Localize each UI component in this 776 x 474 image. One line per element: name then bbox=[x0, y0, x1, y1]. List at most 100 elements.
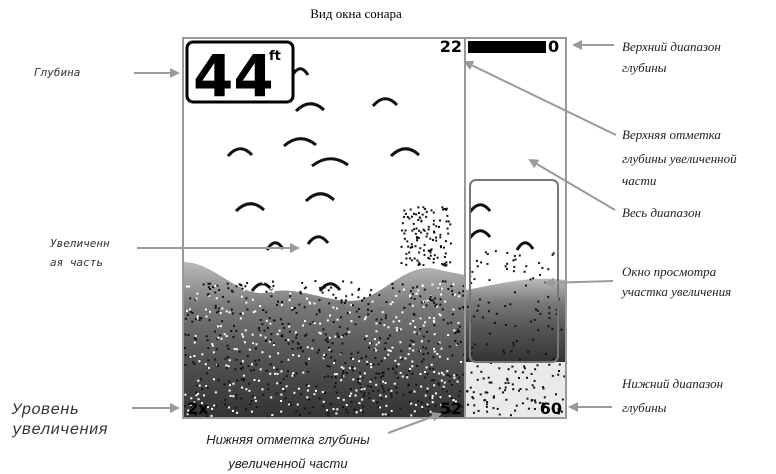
speckle bbox=[249, 403, 252, 406]
speckle bbox=[268, 317, 271, 320]
speckle bbox=[342, 280, 345, 283]
speckle bbox=[403, 209, 406, 212]
speckle bbox=[418, 251, 421, 254]
speckle bbox=[494, 250, 497, 253]
speckle bbox=[231, 409, 234, 412]
callout-line: участка увеличения bbox=[620, 284, 731, 299]
speckle bbox=[414, 232, 417, 235]
speckle bbox=[380, 360, 383, 363]
speckle bbox=[228, 384, 231, 387]
speckle bbox=[227, 355, 229, 358]
speckle bbox=[456, 330, 459, 333]
speckle bbox=[446, 227, 449, 230]
speckle bbox=[561, 410, 563, 413]
speckle bbox=[216, 337, 219, 340]
speckle bbox=[440, 379, 443, 382]
speckle bbox=[512, 270, 515, 273]
speckle bbox=[442, 388, 445, 391]
speckle bbox=[409, 295, 411, 298]
speckle bbox=[452, 283, 455, 286]
speckle bbox=[353, 408, 356, 411]
speckle bbox=[405, 257, 408, 260]
speckle bbox=[323, 376, 326, 379]
speckle bbox=[379, 376, 382, 379]
fish-arc bbox=[250, 282, 274, 292]
speckle bbox=[440, 347, 443, 350]
speckle bbox=[375, 322, 378, 325]
callout-line: части bbox=[622, 173, 657, 188]
speckle bbox=[416, 332, 419, 335]
speckle bbox=[265, 290, 268, 293]
speckle bbox=[382, 371, 385, 374]
speckle bbox=[433, 301, 435, 304]
speckle bbox=[276, 372, 279, 375]
speckle bbox=[333, 373, 336, 376]
speckle bbox=[428, 257, 431, 260]
speckle bbox=[488, 381, 491, 384]
speckle bbox=[219, 312, 222, 315]
speckle bbox=[412, 349, 415, 352]
speckle bbox=[418, 229, 421, 232]
speckle bbox=[518, 377, 520, 379]
speckle bbox=[272, 344, 275, 346]
speckle bbox=[301, 350, 304, 353]
speckle bbox=[512, 259, 515, 262]
speckle bbox=[276, 382, 279, 385]
speckle bbox=[196, 315, 199, 318]
speckle bbox=[328, 348, 331, 351]
speckle bbox=[286, 370, 289, 373]
speckle bbox=[433, 324, 436, 327]
speckle bbox=[511, 365, 514, 368]
speckle bbox=[268, 355, 271, 358]
speckle bbox=[551, 253, 554, 256]
callout-line: ая часть bbox=[50, 256, 103, 269]
speckle bbox=[230, 329, 233, 332]
speckle bbox=[300, 346, 302, 349]
speckle bbox=[378, 294, 381, 296]
speckle bbox=[358, 287, 361, 290]
speckle bbox=[234, 406, 237, 409]
speckle bbox=[350, 320, 353, 323]
speckle bbox=[298, 303, 301, 306]
callout-line: глубины bbox=[622, 60, 667, 75]
speckle bbox=[428, 298, 431, 300]
speckle bbox=[216, 363, 219, 366]
speckle bbox=[276, 304, 279, 307]
speckle bbox=[267, 415, 270, 418]
speckle bbox=[232, 336, 235, 338]
speckle bbox=[513, 265, 516, 268]
speckle bbox=[466, 305, 469, 308]
speckle bbox=[282, 388, 285, 390]
speckle bbox=[201, 402, 203, 405]
fish-arc bbox=[318, 282, 342, 292]
speckle bbox=[297, 343, 300, 345]
speckle bbox=[455, 400, 457, 403]
speckle bbox=[351, 293, 354, 296]
speckle bbox=[462, 294, 465, 297]
speckle bbox=[242, 312, 244, 315]
speckle bbox=[305, 383, 308, 386]
speckle bbox=[346, 327, 349, 330]
speckle bbox=[280, 400, 282, 402]
speckle bbox=[212, 286, 214, 289]
speckle bbox=[422, 324, 425, 327]
speckle bbox=[189, 310, 192, 313]
speckle bbox=[357, 378, 360, 381]
callout-zoom-upper: Верхняя отметка глубины увеличенной части bbox=[622, 127, 737, 188]
speckle bbox=[272, 291, 275, 293]
speckle bbox=[417, 264, 420, 267]
speckle bbox=[336, 373, 338, 376]
speckle bbox=[433, 350, 436, 353]
speckle bbox=[379, 337, 382, 340]
speckle bbox=[384, 342, 387, 345]
speckle bbox=[246, 355, 249, 358]
speckle bbox=[358, 360, 361, 363]
speckle bbox=[315, 389, 317, 392]
callout-line: Нижняя отметка глубины bbox=[206, 432, 370, 447]
speckle bbox=[404, 357, 407, 360]
speckle bbox=[307, 389, 309, 392]
speckle bbox=[387, 388, 390, 391]
speckle bbox=[387, 326, 390, 329]
sonar-image bbox=[184, 67, 566, 418]
speckle bbox=[365, 335, 368, 337]
